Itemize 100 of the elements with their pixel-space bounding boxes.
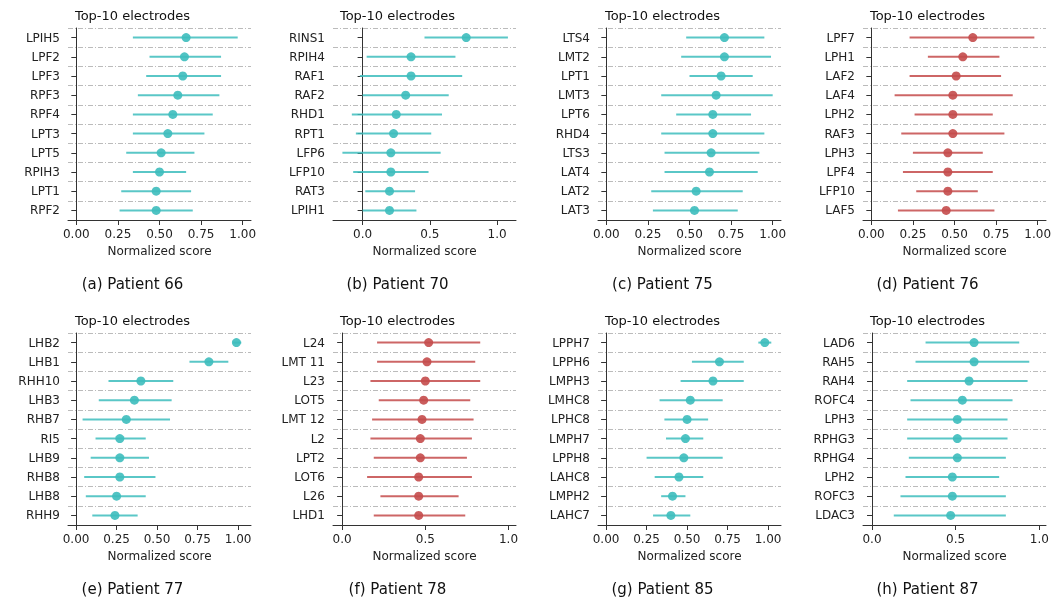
y-tick-label: L2	[310, 431, 325, 446]
y-tick-label: LPHC8	[551, 412, 590, 427]
y-tick-label: RI5	[40, 431, 60, 446]
y-tick-label: LHB8	[28, 489, 60, 504]
point	[680, 434, 690, 444]
x-tick-label: 0.75	[982, 227, 1010, 241]
point	[958, 52, 968, 62]
y-tick-label: RINS1	[288, 30, 325, 45]
point	[714, 357, 724, 367]
y-tick-label: LAD6	[822, 335, 855, 350]
point	[947, 491, 957, 501]
x-axis-title: Normalized score	[902, 243, 1007, 258]
y-tick-label: LPPH8	[552, 450, 590, 465]
y-tick-label: LHB9	[28, 450, 60, 465]
point	[706, 148, 716, 158]
point	[968, 33, 978, 43]
chart-title: Top-10 electrodes	[603, 8, 721, 23]
point	[151, 186, 161, 196]
text: (g) Patient 85	[611, 579, 714, 598]
y-tick-label: RAT3	[294, 184, 325, 199]
x-tick-label: 1.00	[759, 227, 787, 241]
y-tick-label: LPPH7	[552, 335, 590, 350]
y-tick-label: LMPH3	[549, 374, 590, 388]
x-tick-label: 0.00	[62, 532, 90, 546]
point	[704, 167, 714, 177]
y-tick-label: RPF4	[29, 107, 60, 122]
x-tick-label: 0.50	[673, 532, 701, 546]
x-tick-label: 0.50	[143, 532, 171, 546]
x-tick-label: 0.00	[857, 227, 885, 241]
point	[943, 186, 953, 196]
y-tick-label: RHB8	[26, 470, 60, 484]
y-tick-label: RAF3	[824, 126, 855, 141]
point	[666, 510, 676, 520]
y-tick-label: LFP10	[818, 184, 855, 199]
point	[231, 338, 241, 348]
point	[668, 491, 677, 501]
point	[115, 453, 125, 463]
point	[948, 109, 958, 119]
y-tick-label: LMT3	[557, 88, 590, 103]
y-tick-label: LMPH7	[549, 431, 590, 446]
x-tick-label: 1.00	[1024, 227, 1052, 241]
point	[690, 205, 699, 215]
text: (h) Patient 87	[876, 579, 979, 598]
y-tick-label: RHH10	[18, 374, 60, 388]
y-tick-label: LPH3	[824, 412, 855, 427]
y-tick-label: RHD4	[555, 126, 590, 141]
y-tick-label: RHB7	[26, 412, 60, 427]
y-tick-label: LMT 12	[281, 412, 325, 427]
point	[415, 453, 425, 463]
text: (c) Patient 75	[612, 274, 713, 293]
point	[121, 414, 131, 424]
y-tick-label: LPIH1	[290, 203, 325, 218]
point	[178, 71, 188, 81]
chart-title: Top-10 electrodes	[868, 8, 986, 23]
x-axis-title: Normalized score	[372, 548, 477, 563]
point	[386, 148, 396, 158]
y-tick-label: ROFC4	[814, 393, 855, 408]
point	[969, 338, 979, 348]
y-tick-label: LDAC3	[815, 508, 855, 523]
chart-title: Top-10 electrodes	[338, 313, 456, 328]
point	[110, 510, 120, 520]
point	[943, 167, 953, 177]
x-tick-label: 0.25	[633, 532, 660, 546]
x-tick-label: 0.0	[353, 227, 373, 241]
y-tick-label: LFP10	[288, 165, 325, 179]
point	[385, 186, 395, 196]
y-tick-label: LPT6	[561, 107, 590, 122]
point	[947, 472, 957, 482]
point	[711, 90, 721, 100]
point	[406, 52, 416, 62]
point	[415, 434, 425, 444]
point	[386, 167, 396, 177]
y-tick-label: LPT1	[31, 184, 60, 199]
y-tick-label: LHB1	[28, 354, 60, 369]
x-tick-label: 0.75	[717, 227, 745, 241]
x-axis-title: Normalized score	[107, 243, 212, 258]
point	[952, 453, 962, 463]
y-tick-label: LHB3	[28, 393, 60, 408]
point	[156, 148, 166, 158]
y-tick-label: L26	[303, 489, 325, 504]
point	[964, 376, 974, 386]
y-tick-label: LTS3	[562, 145, 590, 160]
x-tick-label: 0.50	[676, 227, 703, 241]
x-tick-label: 0.50	[941, 227, 968, 241]
y-tick-label: LPH3	[824, 145, 855, 160]
x-tick-label: 0.75	[184, 532, 211, 546]
y-tick-label: LMPH2	[549, 489, 590, 504]
y-tick-label: LPF3	[31, 69, 60, 83]
y-tick-label: RAF1	[294, 69, 325, 83]
y-tick-label: LAF2	[825, 69, 855, 83]
x-axis-title: Normalized score	[637, 548, 742, 563]
x-tick-label: 0.75	[187, 227, 215, 241]
x-tick-label: 0.5	[415, 532, 435, 546]
point	[401, 90, 411, 100]
y-tick-label: LPH1	[824, 49, 855, 64]
point	[682, 414, 692, 424]
point	[969, 357, 979, 367]
point	[419, 395, 429, 405]
point	[406, 71, 416, 81]
x-tick-label: 0.25	[103, 532, 130, 546]
